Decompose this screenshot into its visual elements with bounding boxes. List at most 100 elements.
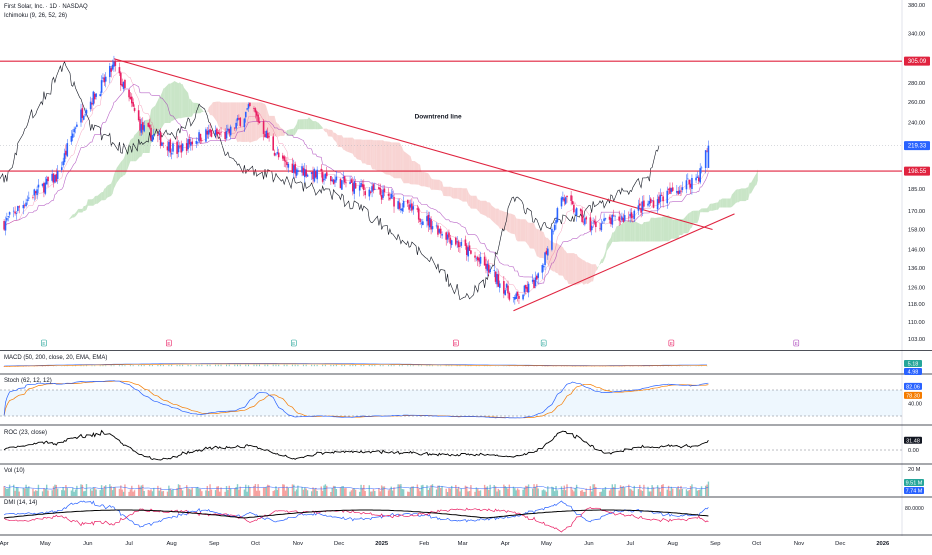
volume-bar [305,489,306,496]
candle-body [315,171,317,178]
ichimoku-cloud-segment [588,262,592,284]
ichimoku-cloud-segment [183,84,184,118]
volume-bar [359,492,360,496]
volume-value-label: 9.51 M [906,481,923,487]
ichimoku-cloud-segment [402,148,403,184]
volume-bar [651,485,652,496]
volume-bar [150,489,151,496]
price-axis-label: 185.00 [908,187,925,193]
volume-bar [557,490,558,496]
ichimoku-legend[interactable]: Ichimoku (9, 26, 52, 26) [4,11,67,21]
macd-histogram-bar [157,365,158,366]
candle-body [169,140,171,153]
candle-body [690,184,692,188]
volume-bar [67,488,68,496]
roc-legend[interactable]: ROC (23, close) [4,430,47,436]
volume-bar [410,487,411,496]
ichimoku-cloud-segment [424,172,428,187]
candle-body [489,269,491,272]
ichimoku-cloud-segment [468,192,469,207]
candle-body [595,222,597,227]
volume-bar [706,485,707,496]
candle-body [668,189,670,190]
price-badge-text: 305.09 [908,59,927,65]
candle-body [34,189,36,195]
volume-bar [381,485,382,496]
volume-bar [209,484,210,496]
candle-body [217,132,219,134]
candle-body [458,241,460,247]
volume-bar [621,487,622,496]
volume-bar [382,487,383,496]
vol-legend[interactable]: Vol (10) [4,468,25,474]
candle-body [622,218,624,222]
macd-histogram-bar [177,365,178,366]
volume-bar [562,490,563,496]
volume-bar [371,491,372,496]
candle-body [216,129,218,135]
price-axis-label: 136.00 [908,266,925,272]
candle-body [325,173,327,178]
candle-body [643,201,645,207]
candle-body [130,97,132,99]
ichimoku-cloud-segment [537,229,538,257]
macd-legend[interactable]: MACD (50, 200, close, 20, EMA, EMA) [4,355,107,361]
ichimoku-cloud-segment [586,262,587,284]
volume-bar [465,486,466,496]
volume-bar [407,492,408,496]
ichimoku-cloud-segment [740,188,741,201]
macd-histogram-bar [264,365,265,367]
candle-body [369,190,371,197]
candle-body [551,229,553,250]
ichimoku-cloud-segment [736,189,737,203]
volume-bar [554,491,555,496]
volume-bar [45,489,46,496]
candle-body [517,292,519,296]
price-axis-label: 158.00 [908,228,925,234]
candle-body [64,153,66,162]
volume-bar [667,490,668,496]
volume-bar [640,490,641,496]
candle-body [13,211,15,212]
ichimoku-cloud-segment [519,219,520,242]
candle-body [176,142,178,154]
volume-bar [64,490,65,496]
macd-histogram-bar [432,366,433,367]
volume-bar [215,490,216,496]
ichimoku-cloud-segment [662,216,663,241]
volume-bar [612,484,613,496]
volume-bar [580,491,581,496]
candle-body [580,209,582,211]
stoch-legend[interactable]: Stoch (62, 12, 12) [4,378,52,384]
macd-histogram-bar [330,365,331,366]
candle-body [75,128,77,129]
volume-bar [54,485,55,496]
ichimoku-cloud-segment [441,181,442,192]
candle-body [469,245,471,250]
volume-bar [130,489,131,496]
volume-bar [679,489,680,496]
ichimoku-cloud-segment [509,214,510,234]
ichimoku-cloud-segment [299,119,303,129]
candle-body [430,219,432,229]
volume-bar [205,490,206,496]
volume-bar [392,491,393,496]
volume-bar [100,490,101,496]
volume-bar [101,485,102,496]
ichimoku-cloud-segment [382,140,383,172]
candle-body [109,66,111,77]
volume-bar [687,491,688,496]
candle-body [253,108,255,109]
macd-histogram-bar [259,365,260,367]
macd-histogram-bar [119,365,120,366]
ichimoku-cloud-segment [557,243,558,275]
candle-body [504,290,506,295]
volume-bar [418,488,419,496]
dmi-legend[interactable]: DMI (14, 14) [4,500,37,506]
ichimoku-cloud-segment [577,254,578,285]
ichimoku-cloud-segment [357,139,361,160]
candle-body [94,94,96,100]
candle-body [459,246,461,247]
volume-bar [391,487,392,496]
